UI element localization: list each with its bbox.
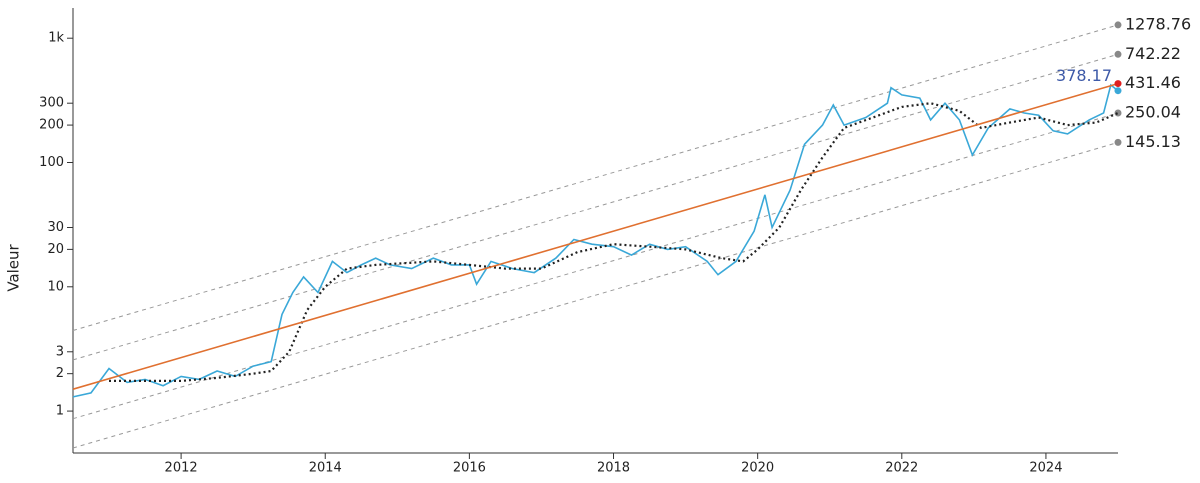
end-dot <box>1114 87 1122 95</box>
x-tick-label: 2022 <box>885 461 918 476</box>
last-value-label: 378.17 <box>1056 66 1112 85</box>
series-line <box>72 112 1119 420</box>
y-tick-label: 1 <box>56 404 64 419</box>
end-dot <box>1114 138 1122 146</box>
end-dot <box>1114 80 1122 88</box>
y-tick-label: 20 <box>47 242 64 257</box>
y-tick-label: 10 <box>47 279 64 294</box>
x-tick-label: 2012 <box>165 461 198 476</box>
x-tick-label: 2020 <box>741 461 774 476</box>
series-line <box>109 102 1119 382</box>
x-tick-label: 2024 <box>1029 461 1062 476</box>
y-tick-label: 3 <box>56 344 64 359</box>
y-tick-label: 2 <box>56 366 64 381</box>
x-tick-label: 2018 <box>597 461 630 476</box>
y-tick-label: 1k <box>48 31 64 46</box>
y-tick-label: 200 <box>39 118 64 133</box>
end-value-label: 742.22 <box>1125 44 1181 63</box>
series-line <box>72 24 1119 331</box>
y-axis-label: Valeur <box>5 243 23 291</box>
end-dot <box>1114 21 1122 29</box>
end-value-label: 1278.76 <box>1125 14 1191 33</box>
end-value-label: 431.46 <box>1125 73 1181 92</box>
series-line <box>72 141 1119 449</box>
end-dot <box>1114 50 1122 58</box>
y-tick-label: 100 <box>39 155 64 170</box>
x-tick-label: 2014 <box>309 461 342 476</box>
series-line <box>72 83 1119 398</box>
series-line <box>72 53 1119 361</box>
end-value-label: 145.13 <box>1125 132 1181 151</box>
y-tick-label: 30 <box>47 220 64 235</box>
series-line <box>72 82 1119 390</box>
x-tick-label: 2016 <box>453 461 486 476</box>
end-value-label: 250.04 <box>1125 103 1181 122</box>
y-tick-label: 300 <box>39 96 64 111</box>
